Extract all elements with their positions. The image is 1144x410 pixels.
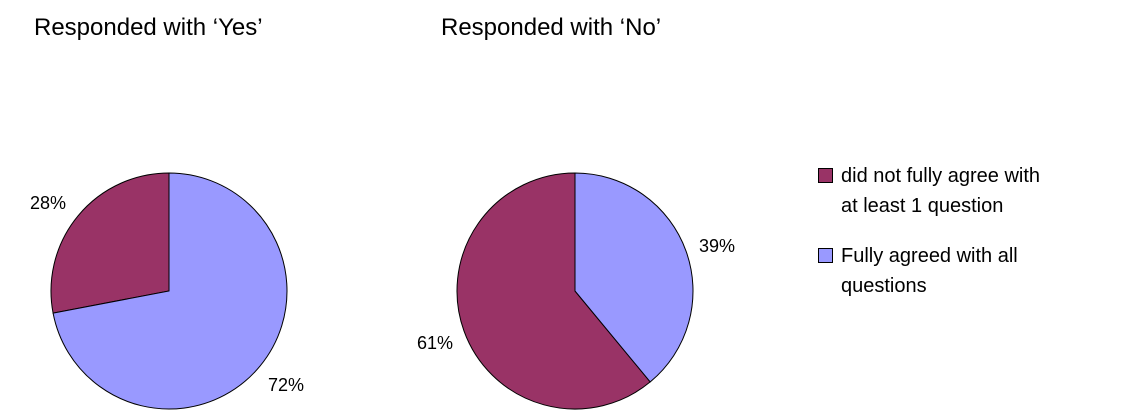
pie-slice bbox=[52, 172, 288, 410]
legend-item-fully-agreed: Fully agreed with all questions bbox=[818, 241, 1144, 301]
pie-slice-label: 61% bbox=[417, 333, 453, 353]
legend-swatch bbox=[818, 248, 833, 263]
pie-slice-label: 39% bbox=[699, 236, 735, 256]
chart-title-no: Responded with ‘No’ bbox=[441, 14, 662, 41]
pie-slice-label: 72% bbox=[268, 375, 304, 395]
legend-item-did-not-fully-agree: did not fully agree with at least 1 quest… bbox=[818, 161, 1144, 221]
chart-title-yes: Responded with ‘Yes’ bbox=[34, 14, 263, 41]
pie-slice-label: 28% bbox=[30, 193, 66, 213]
pie-slice bbox=[574, 172, 694, 383]
legend-label: did not fully agree with at least 1 quest… bbox=[841, 165, 1041, 217]
pie-slice bbox=[50, 172, 170, 314]
legend-swatch bbox=[818, 168, 833, 183]
legend-label: Fully agreed with all questions bbox=[841, 245, 1018, 297]
pie-chart-yes: 28% 72% bbox=[30, 172, 304, 410]
pie-slice bbox=[456, 172, 651, 410]
pie-chart-no: 61% 39% bbox=[417, 172, 735, 410]
